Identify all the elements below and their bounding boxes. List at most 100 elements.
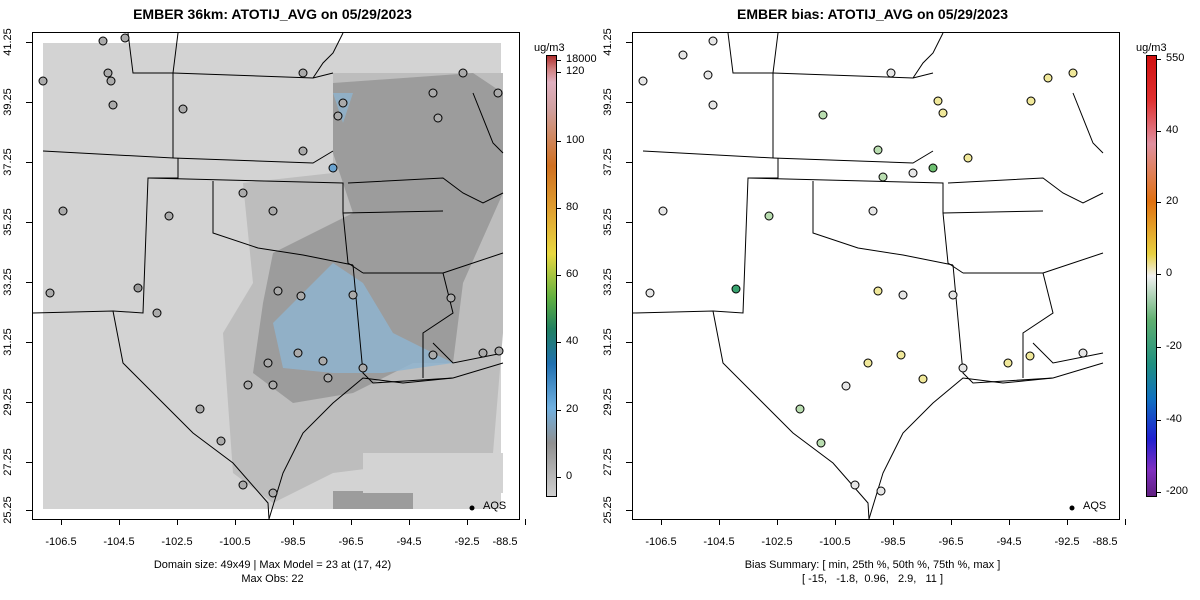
aqs-site — [928, 163, 938, 173]
colorbar-label: 120 — [566, 65, 585, 77]
aqs-site — [478, 348, 488, 358]
aqs-site — [873, 145, 883, 155]
x-tick-label: -92.5 — [454, 536, 480, 548]
aqs-site — [323, 373, 333, 383]
aqs-site — [296, 291, 306, 301]
aqs-site — [1003, 358, 1013, 368]
x-tick-label: -100.5 — [219, 536, 251, 548]
model-map-panel: EMBER 36km: ATOTIJ_AVG on 05/29/2023 — [2, 6, 597, 585]
x-tick-label: -104.5 — [103, 536, 135, 548]
aqs-legend-label: AQS — [483, 500, 507, 512]
aqs-site — [678, 50, 688, 60]
aqs-site — [731, 284, 741, 294]
aqs-legend-label: AQS — [1083, 500, 1107, 512]
x-tick-label: -94.5 — [396, 536, 422, 548]
aqs-site — [268, 380, 278, 390]
aqs-site — [446, 293, 456, 303]
aqs-site — [876, 486, 886, 496]
aqs-site — [708, 36, 718, 46]
bias-map — [633, 33, 1104, 519]
aqs-site — [948, 290, 958, 300]
model-dark-region — [333, 491, 413, 509]
aqs-site — [338, 98, 348, 108]
aqs-site — [216, 436, 226, 446]
aqs-site — [263, 358, 273, 368]
aqs-site — [703, 70, 713, 80]
colorbar-label: 60 — [566, 268, 579, 280]
model-map — [33, 33, 504, 519]
model-field — [363, 453, 503, 493]
aqs-site — [764, 211, 774, 221]
aqs-site — [328, 163, 338, 173]
aqs-site — [103, 68, 113, 78]
panel-title: EMBER bias: ATOTIJ_AVG on 05/29/2023 — [736, 6, 1009, 22]
aqs-site — [133, 283, 143, 293]
x-tick-label: -92.5 — [1054, 536, 1080, 548]
aqs-site — [348, 290, 358, 300]
x-tick-label: -102.5 — [761, 536, 793, 548]
x-tick-label: -106.5 — [645, 536, 677, 548]
aqs-site — [1078, 348, 1088, 358]
aqs-site — [428, 88, 438, 98]
colorbar-label: 100 — [566, 134, 585, 146]
x-tick-label: -100.5 — [819, 536, 851, 548]
aqs-site — [358, 363, 368, 373]
aqs-site — [58, 206, 68, 216]
aqs-site — [898, 290, 908, 300]
aqs-site — [841, 381, 851, 391]
aqs-sites — [38, 33, 504, 498]
x-tick-label: -96.5 — [938, 536, 964, 548]
colorbar-unit: ug/m3 — [1136, 42, 1167, 54]
aqs-site — [433, 113, 443, 123]
aqs-legend-dot — [469, 505, 475, 511]
aqs-site — [38, 76, 48, 86]
aqs-site — [933, 96, 943, 106]
aqs-site — [106, 76, 116, 86]
x-tick-label: -88.5 — [492, 536, 518, 548]
x-tick-label: -104.5 — [703, 536, 735, 548]
aqs-sites — [638, 36, 1088, 496]
colorbar-label: -200 — [1166, 485, 1189, 497]
colorbar-label: 0 — [1166, 267, 1173, 279]
aqs-site — [273, 286, 283, 296]
aqs-site — [850, 480, 860, 490]
state-borders — [33, 33, 504, 519]
aqs-site — [638, 76, 648, 86]
model-colorbar — [546, 55, 557, 497]
x-tick-label: -102.5 — [161, 536, 193, 548]
x-tick-label: -94.5 — [996, 536, 1022, 548]
map-frame — [32, 32, 520, 520]
aqs-site — [108, 100, 118, 110]
colorbar-label: 80 — [566, 201, 579, 213]
aqs-site — [918, 374, 928, 384]
colorbar-unit: ug/m3 — [534, 42, 565, 54]
bias-map-panel: EMBER bias: ATOTIJ_AVG on 05/29/2023 — [602, 6, 1189, 585]
x-tick-label: -88.5 — [1092, 536, 1118, 548]
aqs-site — [1025, 351, 1035, 361]
aqs-site — [958, 363, 968, 373]
aqs-site — [818, 110, 828, 120]
colorbar-label: 40 — [1166, 124, 1179, 136]
aqs-site — [333, 111, 343, 121]
bias-colorbar — [1146, 55, 1157, 497]
aqs-site — [816, 438, 826, 448]
aqs-site — [238, 480, 248, 490]
model-blue-region — [273, 263, 453, 373]
state-borders — [633, 33, 1104, 519]
x-tick-label: -96.5 — [338, 536, 364, 548]
colorbar-label: 550 — [1166, 52, 1185, 64]
aqs-legend-dot — [1069, 505, 1075, 511]
colorbar-label: 20 — [1166, 195, 1179, 207]
aqs-site — [178, 104, 188, 114]
colorbar-label: 20 — [566, 403, 579, 415]
aqs-site — [1068, 68, 1078, 78]
aqs-site — [873, 286, 883, 296]
colorbar-label: -40 — [1166, 413, 1182, 425]
aqs-site — [120, 33, 130, 43]
footer-max-obs: Max Obs: 22 — [241, 573, 304, 585]
colorbar-label: -20 — [1166, 340, 1182, 352]
aqs-site — [45, 288, 55, 298]
aqs-site — [268, 488, 278, 498]
aqs-site — [795, 404, 805, 414]
aqs-site — [886, 68, 896, 78]
